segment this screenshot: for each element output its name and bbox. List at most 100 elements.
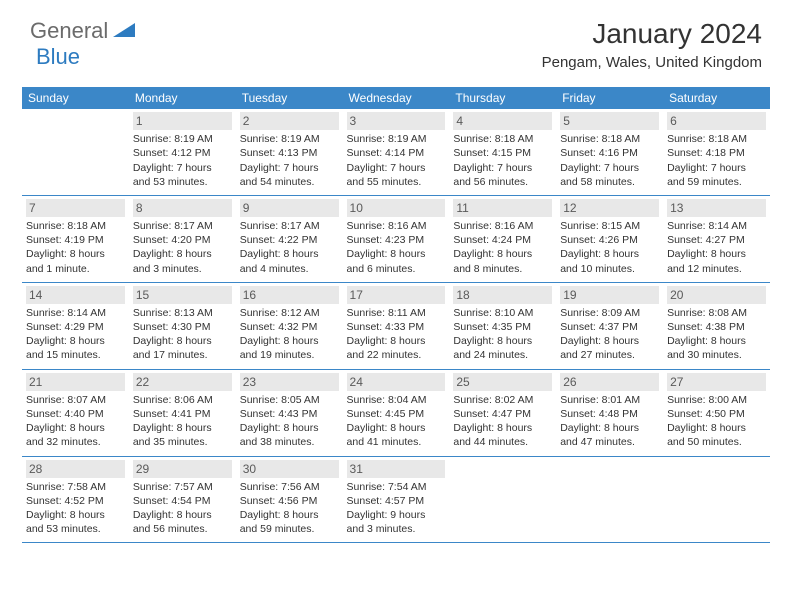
sunset-text: Sunset: 4:43 PM [240,407,339,421]
daylight-text: Daylight: 8 hours and 30 minutes. [667,334,766,362]
daylight-text: Daylight: 8 hours and 12 minutes. [667,247,766,275]
sunset-text: Sunset: 4:37 PM [560,320,659,334]
daylight-text: Daylight: 8 hours and 22 minutes. [347,334,446,362]
day-number: 9 [240,199,339,217]
sunrise-text: Sunrise: 8:02 AM [453,393,552,407]
sunrise-text: Sunrise: 8:18 AM [667,132,766,146]
calendar-head: SundayMondayTuesdayWednesdayThursdayFrid… [22,87,770,109]
sunrise-text: Sunrise: 8:19 AM [240,132,339,146]
day-cell: 11Sunrise: 8:16 AMSunset: 4:24 PMDayligh… [449,195,556,282]
sunset-text: Sunset: 4:48 PM [560,407,659,421]
daylight-text: Daylight: 7 hours and 55 minutes. [347,161,446,189]
daylight-text: Daylight: 9 hours and 3 minutes. [347,508,446,536]
day-cell: 14Sunrise: 8:14 AMSunset: 4:29 PMDayligh… [22,282,129,369]
day-cell: 20Sunrise: 8:08 AMSunset: 4:38 PMDayligh… [663,282,770,369]
sunrise-text: Sunrise: 8:09 AM [560,306,659,320]
sunrise-text: Sunrise: 8:16 AM [453,219,552,233]
sunset-text: Sunset: 4:54 PM [133,494,232,508]
sunset-text: Sunset: 4:35 PM [453,320,552,334]
sunset-text: Sunset: 4:52 PM [26,494,125,508]
weekday-header: Monday [129,87,236,109]
sunrise-text: Sunrise: 8:04 AM [347,393,446,407]
title-block: January 2024 Pengam, Wales, United Kingd… [542,18,762,71]
logo: General [30,18,137,44]
day-number: 14 [26,286,125,304]
daylight-text: Daylight: 8 hours and 10 minutes. [560,247,659,275]
sunrise-text: Sunrise: 7:57 AM [133,480,232,494]
calendar-table: SundayMondayTuesdayWednesdayThursdayFrid… [22,87,770,543]
sunset-text: Sunset: 4:23 PM [347,233,446,247]
sunset-text: Sunset: 4:40 PM [26,407,125,421]
week-row: 21Sunrise: 8:07 AMSunset: 4:40 PMDayligh… [22,369,770,456]
day-number: 30 [240,460,339,478]
daylight-text: Daylight: 8 hours and 50 minutes. [667,421,766,449]
sunrise-text: Sunrise: 7:54 AM [347,480,446,494]
day-number: 22 [133,373,232,391]
daylight-text: Daylight: 8 hours and 19 minutes. [240,334,339,362]
day-number: 15 [133,286,232,304]
sunset-text: Sunset: 4:19 PM [26,233,125,247]
sunrise-text: Sunrise: 8:15 AM [560,219,659,233]
daylight-text: Daylight: 8 hours and 41 minutes. [347,421,446,449]
sunrise-text: Sunrise: 8:00 AM [667,393,766,407]
sunset-text: Sunset: 4:20 PM [133,233,232,247]
sunset-text: Sunset: 4:50 PM [667,407,766,421]
weekday-header: Wednesday [343,87,450,109]
sunset-text: Sunset: 4:13 PM [240,146,339,160]
day-cell: 27Sunrise: 8:00 AMSunset: 4:50 PMDayligh… [663,369,770,456]
day-number: 24 [347,373,446,391]
month-title: January 2024 [542,18,762,50]
sunrise-text: Sunrise: 8:01 AM [560,393,659,407]
week-row: 1Sunrise: 8:19 AMSunset: 4:12 PMDaylight… [22,109,770,195]
day-number: 18 [453,286,552,304]
day-number: 12 [560,199,659,217]
day-cell: 15Sunrise: 8:13 AMSunset: 4:30 PMDayligh… [129,282,236,369]
sunrise-text: Sunrise: 7:56 AM [240,480,339,494]
daylight-text: Daylight: 8 hours and 56 minutes. [133,508,232,536]
daylight-text: Daylight: 8 hours and 17 minutes. [133,334,232,362]
sunset-text: Sunset: 4:24 PM [453,233,552,247]
sunset-text: Sunset: 4:16 PM [560,146,659,160]
day-cell: 31Sunrise: 7:54 AMSunset: 4:57 PMDayligh… [343,456,450,543]
daylight-text: Daylight: 8 hours and 6 minutes. [347,247,446,275]
sunset-text: Sunset: 4:18 PM [667,146,766,160]
day-cell: 13Sunrise: 8:14 AMSunset: 4:27 PMDayligh… [663,195,770,282]
sunset-text: Sunset: 4:38 PM [667,320,766,334]
day-cell [556,456,663,543]
day-cell: 5Sunrise: 8:18 AMSunset: 4:16 PMDaylight… [556,109,663,195]
sunset-text: Sunset: 4:57 PM [347,494,446,508]
day-number: 17 [347,286,446,304]
day-cell: 17Sunrise: 8:11 AMSunset: 4:33 PMDayligh… [343,282,450,369]
weekday-row: SundayMondayTuesdayWednesdayThursdayFrid… [22,87,770,109]
sunrise-text: Sunrise: 8:18 AM [453,132,552,146]
daylight-text: Daylight: 7 hours and 58 minutes. [560,161,659,189]
weekday-header: Thursday [449,87,556,109]
daylight-text: Daylight: 7 hours and 54 minutes. [240,161,339,189]
day-cell [22,109,129,195]
daylight-text: Daylight: 8 hours and 1 minute. [26,247,125,275]
sunrise-text: Sunrise: 8:08 AM [667,306,766,320]
day-number: 13 [667,199,766,217]
sunset-text: Sunset: 4:33 PM [347,320,446,334]
sunrise-text: Sunrise: 7:58 AM [26,480,125,494]
day-cell: 16Sunrise: 8:12 AMSunset: 4:32 PMDayligh… [236,282,343,369]
day-cell: 25Sunrise: 8:02 AMSunset: 4:47 PMDayligh… [449,369,556,456]
daylight-text: Daylight: 8 hours and 44 minutes. [453,421,552,449]
sunrise-text: Sunrise: 8:05 AM [240,393,339,407]
day-cell [449,456,556,543]
day-cell: 9Sunrise: 8:17 AMSunset: 4:22 PMDaylight… [236,195,343,282]
sunrise-text: Sunrise: 8:18 AM [560,132,659,146]
day-cell: 12Sunrise: 8:15 AMSunset: 4:26 PMDayligh… [556,195,663,282]
day-number: 28 [26,460,125,478]
day-cell: 2Sunrise: 8:19 AMSunset: 4:13 PMDaylight… [236,109,343,195]
day-cell: 1Sunrise: 8:19 AMSunset: 4:12 PMDaylight… [129,109,236,195]
sunset-text: Sunset: 4:12 PM [133,146,232,160]
day-cell: 10Sunrise: 8:16 AMSunset: 4:23 PMDayligh… [343,195,450,282]
sunset-text: Sunset: 4:32 PM [240,320,339,334]
daylight-text: Daylight: 7 hours and 53 minutes. [133,161,232,189]
daylight-text: Daylight: 8 hours and 38 minutes. [240,421,339,449]
day-number: 3 [347,112,446,130]
daylight-text: Daylight: 7 hours and 56 minutes. [453,161,552,189]
day-number: 29 [133,460,232,478]
daylight-text: Daylight: 8 hours and 35 minutes. [133,421,232,449]
